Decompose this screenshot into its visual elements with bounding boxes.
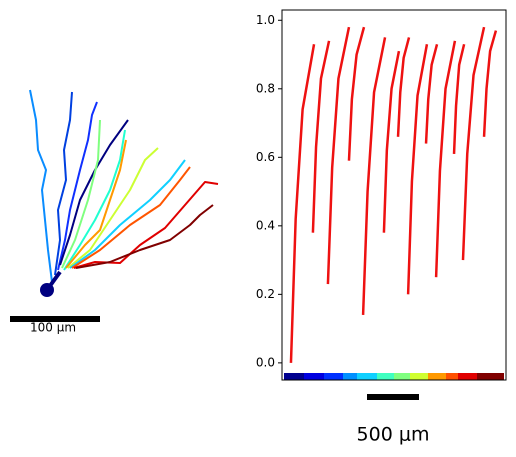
- scale-bar: [367, 394, 419, 400]
- curve: [406, 44, 429, 295]
- scale-label: 100 μm: [30, 321, 76, 335]
- y-tick-label: 0.8: [256, 81, 275, 95]
- curve: [396, 37, 411, 137]
- colorbar: [284, 373, 504, 380]
- y-tick-label: 0.0: [256, 355, 275, 369]
- curve: [482, 30, 498, 137]
- neuron-morphology: [29, 89, 219, 297]
- curve: [311, 40, 331, 233]
- curve: [361, 37, 387, 315]
- curve: [289, 44, 316, 363]
- curve: [424, 43, 439, 144]
- y-tick-label: 0.2: [256, 287, 275, 301]
- scale-label: 500 μm: [357, 424, 430, 446]
- y-tick-label: 0.6: [256, 150, 275, 164]
- curve: [461, 26, 486, 261]
- curve: [347, 26, 366, 161]
- scale-bar: [10, 316, 100, 322]
- curve: [326, 26, 351, 285]
- curve: [452, 43, 466, 154]
- curve: [382, 50, 401, 233]
- plot-frame: [281, 9, 507, 381]
- y-tick-label: 1.0: [256, 13, 275, 27]
- curve: [434, 40, 457, 278]
- y-tick-label: 0.4: [256, 218, 275, 232]
